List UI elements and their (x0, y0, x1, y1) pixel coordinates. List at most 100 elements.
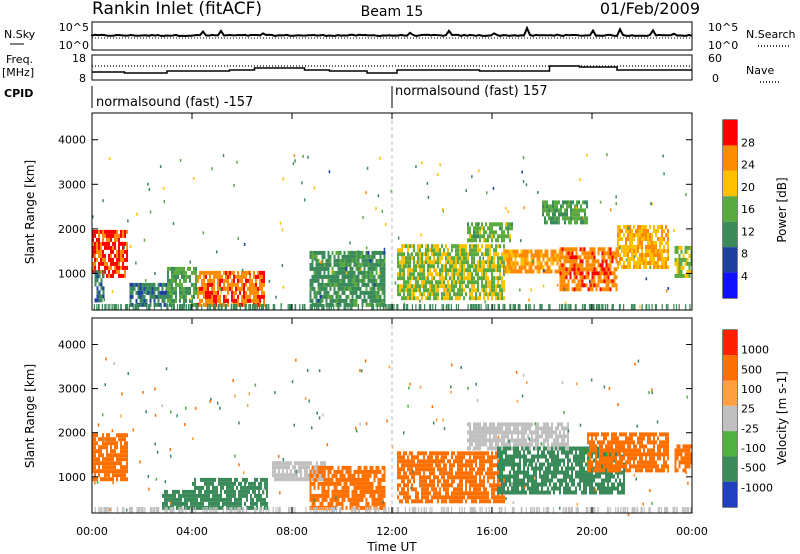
data-cell (162, 493, 164, 498)
data-cell (575, 247, 578, 252)
data-cell (333, 278, 336, 283)
data-cell (457, 260, 459, 265)
ground-cell (548, 304, 550, 310)
data-cell (379, 505, 382, 510)
data-cell (317, 485, 320, 490)
data-cell (445, 292, 447, 297)
data-cell (359, 278, 362, 283)
data-cell (349, 286, 352, 291)
data-cell (365, 274, 368, 279)
scatter-cell (606, 153, 608, 157)
data-cell (292, 477, 294, 482)
data-cell (465, 467, 467, 472)
data-cell (369, 469, 372, 474)
data-cell (339, 262, 342, 267)
data-cell (407, 459, 409, 464)
data-cell (563, 263, 566, 268)
data-cell (601, 271, 604, 276)
data-cell (321, 505, 324, 510)
data-cell (419, 483, 421, 488)
data-cell (443, 296, 445, 301)
data-cell (451, 268, 453, 273)
data-cell (491, 264, 493, 269)
data-cell (145, 290, 148, 295)
data-cell (457, 495, 459, 500)
data-cell (226, 489, 228, 494)
data-cell (475, 264, 477, 269)
data-cell (461, 244, 463, 249)
data-cell (98, 249, 100, 254)
colorbar-tick-label: 24 (741, 159, 755, 172)
data-cell (309, 493, 312, 498)
data-cell (232, 489, 234, 494)
data-cell (631, 241, 633, 245)
data-cell (439, 252, 441, 257)
data-cell (173, 270, 175, 275)
data-cell (469, 422, 471, 427)
data-cell (619, 257, 621, 261)
data-cell (311, 282, 314, 287)
data-cell (133, 286, 136, 291)
data-cell (250, 501, 252, 506)
data-cell (104, 253, 106, 258)
data-cell (208, 489, 210, 494)
data-cell (343, 489, 346, 494)
data-cell (94, 253, 96, 258)
scatter-cell (618, 246, 621, 250)
data-cell (108, 233, 110, 238)
data-cell (471, 463, 473, 468)
data-cell (603, 287, 606, 292)
data-cell (483, 499, 485, 504)
data-cell (359, 469, 362, 474)
data-cell (333, 493, 336, 498)
data-cell (124, 473, 126, 478)
ground-cell (539, 304, 541, 310)
data-cell (551, 434, 553, 439)
data-cell (517, 454, 519, 459)
data-cell (329, 469, 332, 474)
data-cell (533, 458, 535, 463)
data-cell (361, 274, 364, 279)
data-cell (321, 254, 324, 259)
data-cell (169, 278, 171, 283)
data-cell (513, 426, 515, 431)
scatter-cell (377, 194, 380, 198)
data-cell (337, 254, 340, 259)
data-cell (637, 249, 639, 253)
data-cell (479, 451, 481, 456)
data-cell (495, 451, 497, 456)
data-cell (453, 292, 455, 297)
data-cell (365, 262, 368, 267)
data-cell (525, 438, 527, 443)
data-cell (491, 451, 493, 456)
data-cell (568, 200, 570, 205)
data-cell (657, 265, 659, 269)
data-cell (445, 479, 447, 484)
data-cell (467, 230, 469, 235)
data-cell (661, 225, 663, 229)
data-cell (351, 290, 354, 295)
data-cell (157, 282, 160, 287)
data-cell (256, 501, 258, 506)
data-cell (564, 220, 566, 225)
scatter-cell (532, 259, 534, 263)
data-cell (164, 497, 166, 502)
data-cell (561, 279, 564, 284)
data-cell (351, 282, 354, 287)
scatter-cell (383, 247, 386, 251)
data-cell (545, 458, 547, 463)
data-cell (483, 467, 485, 472)
data-cell (249, 282, 251, 287)
data-cell (439, 248, 441, 253)
data-cell (417, 288, 419, 293)
data-cell (536, 253, 539, 258)
data-cell (208, 481, 210, 486)
data-cell (443, 280, 445, 285)
data-cell (431, 284, 433, 289)
data-cell (607, 255, 610, 260)
data-cell (126, 241, 128, 246)
data-cell (116, 257, 118, 262)
data-cell (485, 459, 487, 464)
data-cell (335, 497, 338, 502)
ground-cell (176, 304, 179, 310)
